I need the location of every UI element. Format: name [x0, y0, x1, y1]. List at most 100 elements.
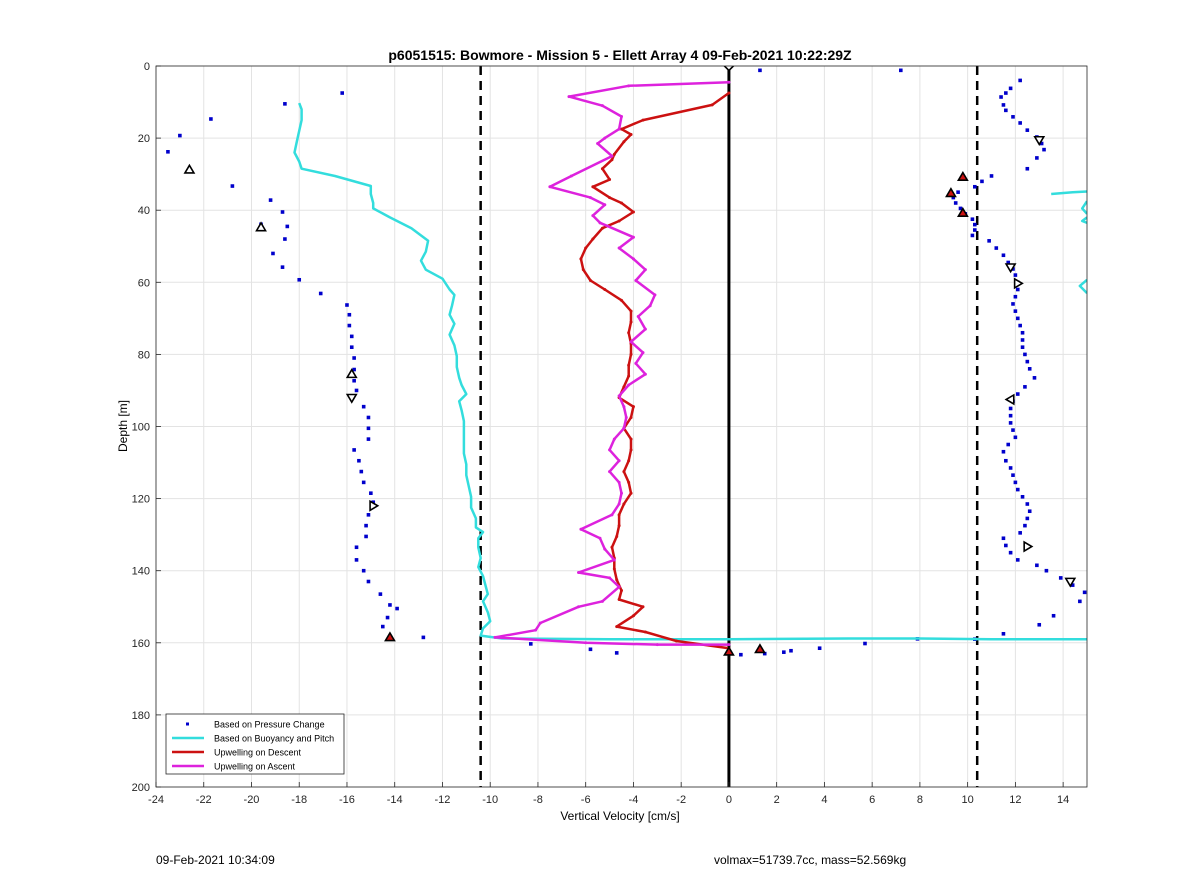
pressure-change-point [1025, 128, 1030, 132]
line-vertex [727, 80, 731, 84]
line-vertex [617, 524, 621, 528]
pressure-change-point [739, 652, 743, 657]
line-vertex [643, 372, 647, 376]
line-vertex [627, 374, 631, 378]
x-tick-label: -18 [291, 794, 307, 806]
x-tick-label: 12 [1009, 794, 1021, 806]
pressure-change-point [758, 68, 762, 73]
pressure-change-point [366, 579, 371, 584]
pressure-change-point [366, 513, 371, 517]
line-vertex [620, 491, 623, 495]
line-vertex [617, 219, 621, 223]
line-vertex [615, 625, 619, 629]
pressure-change-point [361, 480, 366, 485]
pressure-change-point [1018, 121, 1022, 125]
pressure-change-point [378, 592, 383, 596]
pressure-change-point [994, 246, 999, 250]
legend-label: Upwelling on Descent [214, 748, 302, 758]
line-vertex [596, 142, 600, 146]
pressure-change-point [371, 500, 376, 505]
pressure-change-point [364, 534, 368, 539]
line-vertex [727, 643, 731, 647]
pressure-change-point [395, 606, 399, 611]
pressure-change-point [1020, 330, 1025, 335]
line-vertex [627, 331, 631, 335]
line-vertex [643, 268, 647, 272]
pressure-change-point [899, 68, 903, 73]
y-tick-label: 80 [138, 349, 150, 361]
pressure-change-point [588, 647, 593, 652]
pressure-change-point [973, 222, 977, 227]
pressure-change-point [762, 651, 767, 656]
line-vertex [627, 480, 631, 484]
pressure-change-point [989, 174, 994, 178]
line-vertex [641, 605, 645, 609]
x-tick-label: 8 [917, 794, 923, 806]
line-vertex [567, 95, 571, 99]
line-vertex [591, 237, 595, 241]
line-vertex [577, 571, 581, 575]
line-vertex [608, 196, 612, 200]
line-vertex [617, 585, 621, 589]
line-vertex [629, 320, 633, 324]
x-tick-label: 10 [962, 794, 974, 806]
pressure-change-point [364, 523, 368, 528]
line-vertex [622, 405, 626, 409]
pressure-change-point [1015, 316, 1020, 321]
y-tick-label: 120 [132, 494, 150, 506]
line-vertex [610, 545, 614, 549]
pressure-change-point [1004, 108, 1008, 113]
pressure-change-point [1058, 576, 1063, 580]
pressure-change-point [359, 469, 364, 474]
y-tick-label: 140 [132, 566, 150, 578]
line-vertex [620, 589, 623, 593]
line-vertex [617, 127, 621, 131]
chart-title: p6051515: Bowmore - Mission 5 - Ellett A… [388, 47, 852, 63]
pressure-change-point [1001, 449, 1006, 454]
line-vertex [627, 383, 631, 387]
line-vertex [631, 405, 635, 409]
x-tick-label: -2 [676, 794, 686, 806]
pressure-change-point [1008, 421, 1013, 425]
based-on-buoyancy-and-pitch-line [293, 102, 1087, 641]
pressure-change-point [1018, 323, 1022, 328]
line-vertex [538, 621, 542, 625]
legend-label: Upwelling on Ascent [214, 762, 296, 772]
line-vertex [588, 196, 592, 200]
line-vertex [600, 104, 604, 108]
line-vertex [608, 576, 612, 580]
pressure-change-point [999, 95, 1003, 99]
line-vertex [620, 298, 623, 302]
line-vertex [603, 203, 607, 207]
line-vertex [610, 154, 614, 158]
pressure-change-point [1070, 583, 1075, 587]
pressure-change-point [345, 303, 349, 307]
pressure-change-point [1025, 516, 1030, 521]
red-triangle-marker [945, 187, 957, 198]
pressure-change-point [1018, 531, 1022, 535]
pressure-change-point [166, 149, 170, 154]
x-tick-label: 4 [821, 794, 827, 806]
pressure-change-point [1013, 480, 1018, 485]
line-vertex [569, 174, 573, 178]
pressure-change-point [1032, 376, 1037, 380]
pressure-change-point [1011, 115, 1015, 119]
based-on-buoyancy-and-pitch-segment-2-line [1080, 200, 1087, 215]
pressure-change-point [347, 312, 352, 317]
pressure-change-point [1035, 156, 1039, 160]
outline-triangle-marker [1013, 277, 1024, 290]
pressure-change-point [354, 545, 359, 550]
pressure-change-point [953, 201, 958, 205]
x-tick-label: 0 [726, 794, 732, 806]
line-vertex [643, 630, 647, 634]
line-vertex [584, 246, 588, 250]
x-tick-label: -14 [387, 794, 403, 806]
pressure-change-point [1011, 473, 1015, 477]
pressure-change-point [1023, 385, 1027, 389]
line-vertex [581, 268, 585, 272]
y-tick-label: 200 [132, 782, 150, 794]
pressure-change-point [789, 648, 793, 653]
line-vertex [615, 534, 619, 538]
line-vertex [548, 185, 552, 189]
